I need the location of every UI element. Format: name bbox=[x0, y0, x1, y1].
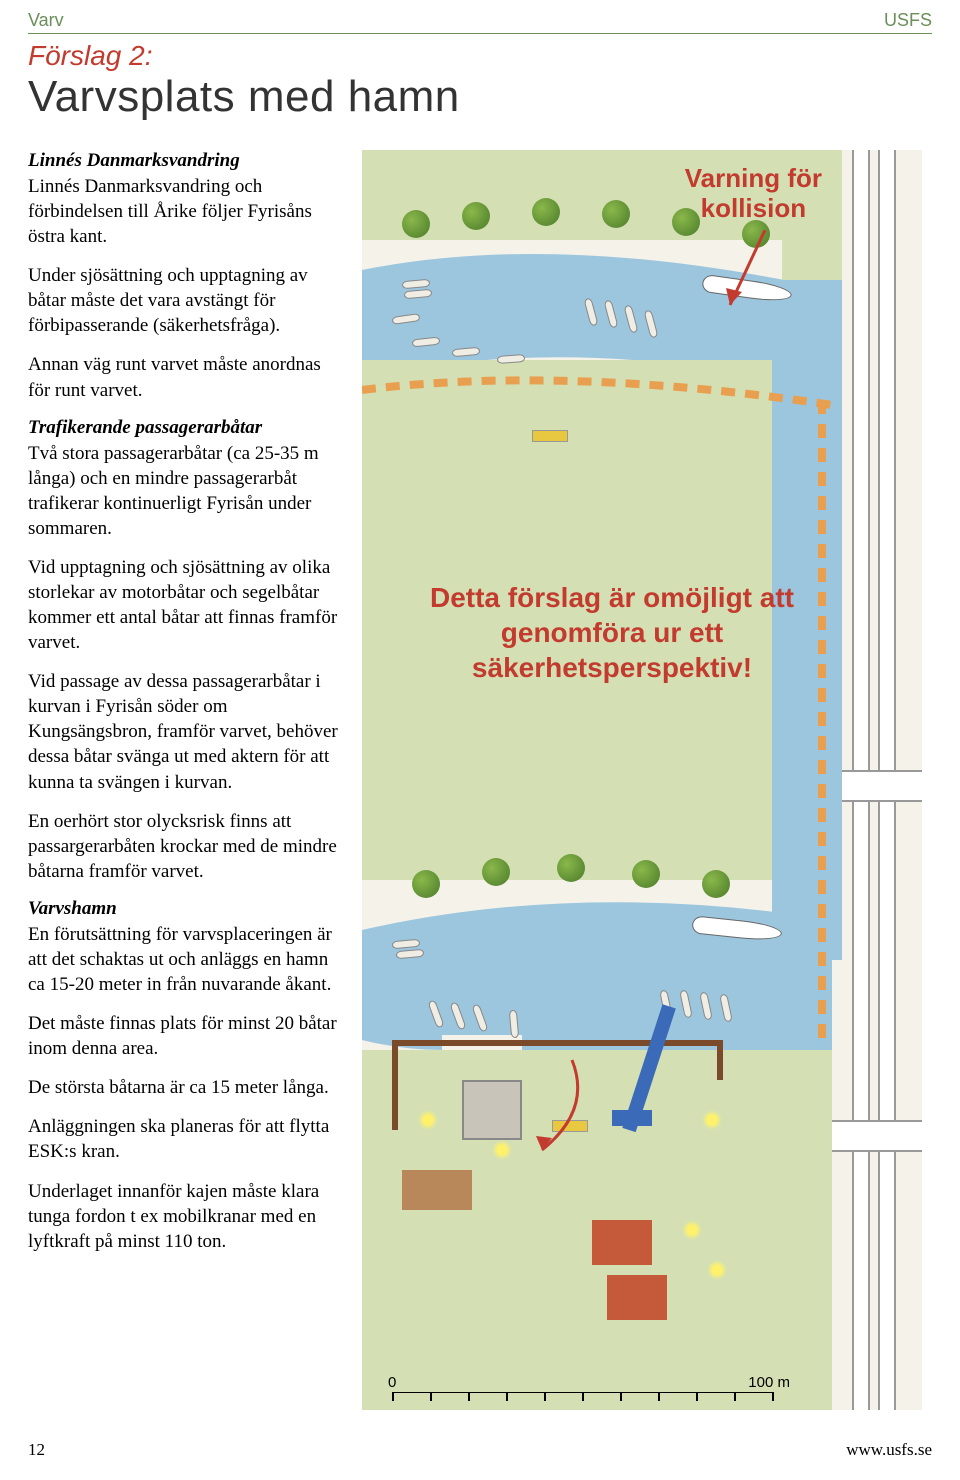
para: Annan väg runt varvet måste anordnas för… bbox=[28, 352, 338, 402]
subhead-1: Linnés Danmarksvandring bbox=[28, 150, 338, 172]
scale-hundred: 100 m bbox=[748, 1374, 790, 1391]
path-dashed-upper bbox=[362, 360, 842, 420]
para: De största båtarna är ca 15 meter långa. bbox=[28, 1075, 338, 1100]
para: Vid passage av dessa passagerarbåtar i k… bbox=[28, 669, 338, 794]
page-title: Varvsplats med hamn bbox=[28, 72, 932, 122]
map-figure: Varning för kollision Detta förslag är o… bbox=[362, 150, 922, 1410]
scale-bar: 0 100 m bbox=[392, 1392, 772, 1400]
scale-zero: 0 bbox=[388, 1374, 396, 1391]
para: En oerhört stor olycksrisk finns att pas… bbox=[28, 809, 338, 884]
header-right: USFS bbox=[884, 10, 932, 31]
para: Det måste finnas plats för minst 20 båta… bbox=[28, 1011, 338, 1061]
banner-text: Detta förslag är omöjligt att genomföra … bbox=[402, 580, 822, 685]
subhead-3: Varvshamn bbox=[28, 898, 338, 920]
header-left: Varv bbox=[28, 10, 64, 31]
para: Anläggningen ska planeras för att flytta… bbox=[28, 1114, 338, 1164]
proposal-label: Förslag 2: bbox=[28, 40, 932, 72]
path-dashed-right bbox=[782, 400, 842, 1050]
text-column: Linnés Danmarksvandring Linnés Danmarksv… bbox=[28, 150, 338, 1410]
red-arrow-curve bbox=[512, 1050, 612, 1170]
para: Två stora passagerarbåtar (ca 25-35 m lå… bbox=[28, 441, 338, 541]
para: En förutsättning för varvsplaceringen är… bbox=[28, 922, 338, 997]
para: Linnés Danmarksvandring och förbindelsen… bbox=[28, 174, 338, 249]
para: Vid upptagning och sjösättning av olika … bbox=[28, 555, 338, 655]
warning-label: Varning för kollision bbox=[685, 164, 822, 224]
para: Underlaget innanför kajen måste klara tu… bbox=[28, 1179, 338, 1254]
subhead-2: Trafikerande passagerarbåtar bbox=[28, 417, 338, 439]
footer-url: www.usfs.se bbox=[846, 1440, 932, 1460]
page-number: 12 bbox=[28, 1440, 45, 1460]
para: Under sjösättning och upptagning av båta… bbox=[28, 263, 338, 338]
warning-arrow-icon bbox=[720, 230, 780, 320]
